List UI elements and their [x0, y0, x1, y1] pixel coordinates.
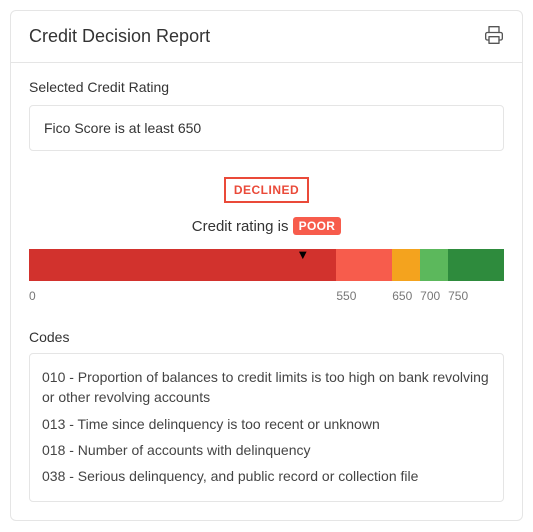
page-title: Credit Decision Report — [29, 26, 210, 47]
code-item: 013 - Time since delinquency is too rece… — [42, 411, 491, 437]
rating-line: Credit rating is POOR — [29, 217, 504, 235]
gauge-tick: 750 — [448, 289, 468, 303]
rating-value-box: Fico Score is at least 650 — [29, 105, 504, 151]
rating-label: Selected Credit Rating — [29, 79, 504, 95]
gauge-ticks: 0 550 650 700 750 — [29, 289, 504, 307]
gauge-segment — [29, 249, 336, 281]
gauge-segment — [336, 249, 392, 281]
decision-status-badge: DECLINED — [224, 177, 309, 203]
decision-block: DECLINED Credit rating is POOR — [29, 177, 504, 235]
credit-report-card: Credit Decision Report Selected Credit R… — [10, 10, 523, 521]
print-button[interactable] — [484, 25, 504, 48]
printer-icon — [484, 25, 504, 48]
gauge-tick: 0 — [29, 289, 36, 303]
code-item: 038 - Serious delinquency, and public re… — [42, 463, 491, 489]
card-header: Credit Decision Report — [11, 11, 522, 63]
codes-label: Codes — [29, 329, 504, 345]
gauge-bar — [29, 249, 504, 281]
card-body: Selected Credit Rating Fico Score is at … — [11, 63, 522, 520]
gauge-pointer-icon: ▼ — [296, 247, 309, 262]
score-gauge: ▼ 0 550 650 700 750 — [29, 249, 504, 307]
gauge-tick: 700 — [420, 289, 440, 303]
gauge-tick: 650 — [392, 289, 412, 303]
code-item: 010 - Proportion of balances to credit l… — [42, 364, 491, 411]
gauge-segment — [392, 249, 420, 281]
code-item: 018 - Number of accounts with delinquenc… — [42, 437, 491, 463]
gauge-segment — [448, 249, 504, 281]
codes-box: 010 - Proportion of balances to credit l… — [29, 353, 504, 502]
rating-prefix: Credit rating is — [192, 218, 293, 235]
gauge-segment — [420, 249, 448, 281]
rating-pill: POOR — [293, 217, 342, 235]
gauge-tick: 550 — [336, 289, 356, 303]
